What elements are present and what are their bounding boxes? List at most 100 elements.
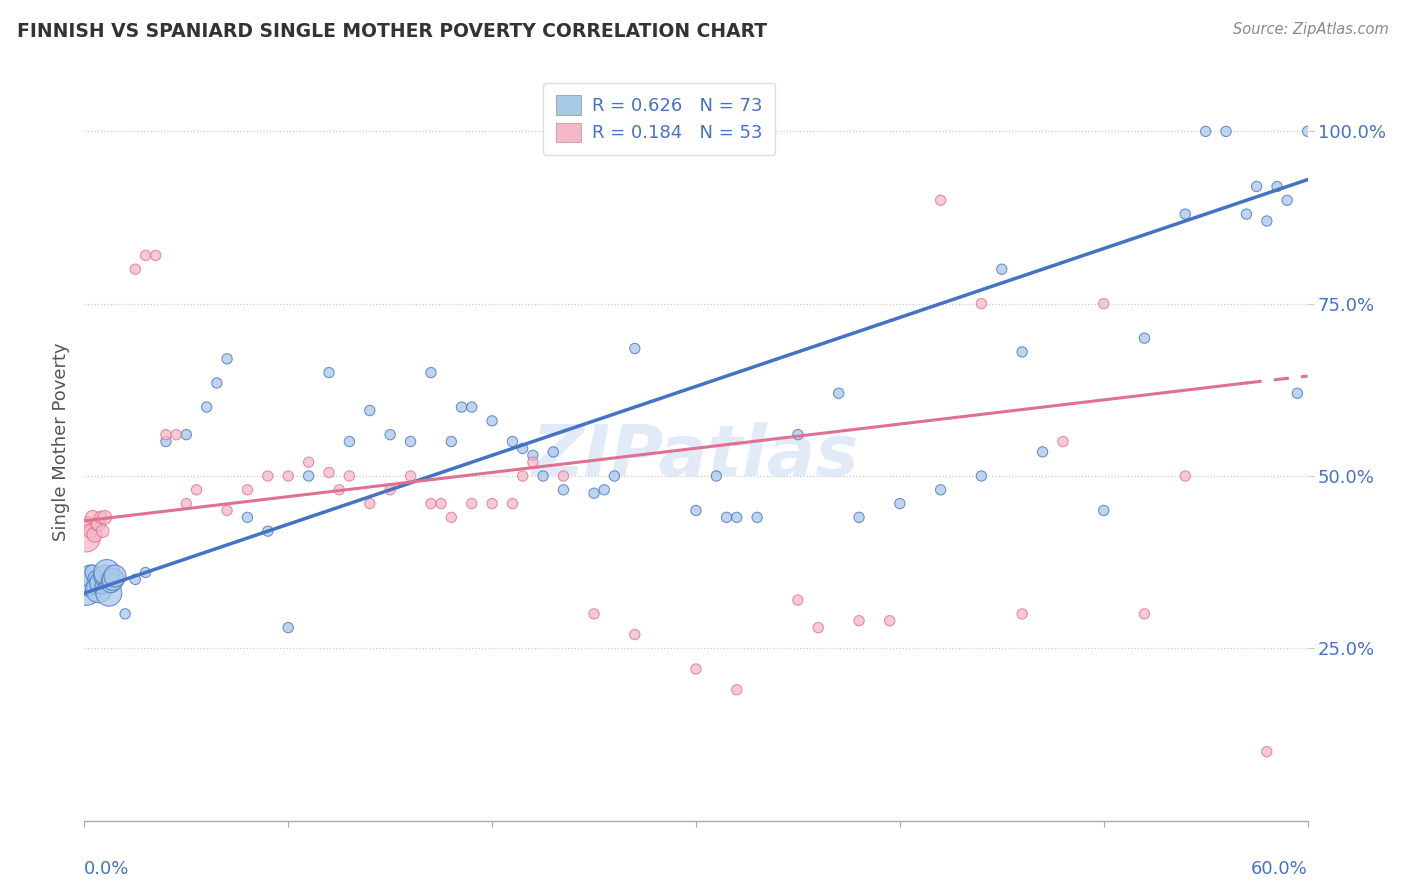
Point	[339, 469, 361, 483]
Point	[195, 400, 218, 414]
Point	[124, 573, 146, 587]
Legend: R = 0.626   N = 73, R = 0.184   N = 53: R = 0.626 N = 73, R = 0.184 N = 53	[543, 83, 775, 155]
Point	[502, 497, 524, 511]
Point	[380, 483, 402, 497]
Point	[1265, 179, 1288, 194]
Point	[257, 469, 280, 483]
Point	[1246, 179, 1268, 194]
Point	[359, 403, 381, 417]
Point	[83, 527, 105, 541]
Point	[104, 569, 127, 583]
Point	[440, 434, 463, 449]
Point	[1092, 503, 1115, 517]
Point	[236, 510, 259, 524]
Point	[93, 569, 115, 583]
Point	[86, 517, 108, 532]
Point	[79, 569, 101, 583]
Point	[725, 682, 748, 697]
Text: 0.0%: 0.0%	[84, 860, 129, 878]
Point	[1174, 469, 1197, 483]
Point	[706, 469, 728, 483]
Point	[82, 510, 104, 524]
Point	[685, 503, 707, 517]
Point	[461, 497, 484, 511]
Point	[624, 627, 647, 641]
Point	[970, 296, 993, 310]
Point	[420, 497, 443, 511]
Point	[145, 248, 167, 262]
Point	[440, 510, 463, 524]
Point	[512, 442, 534, 456]
Point	[83, 579, 105, 593]
Point	[991, 262, 1014, 277]
Point	[512, 469, 534, 483]
Point	[522, 448, 544, 462]
Point	[929, 194, 952, 208]
Point	[93, 510, 115, 524]
Point	[1174, 207, 1197, 221]
Point	[1011, 607, 1033, 621]
Point	[1277, 194, 1299, 208]
Point	[481, 497, 503, 511]
Point	[1286, 386, 1309, 401]
Point	[430, 497, 453, 511]
Point	[135, 566, 157, 580]
Point	[174, 497, 197, 511]
Point	[77, 517, 100, 532]
Point	[236, 483, 259, 497]
Point	[87, 517, 110, 532]
Point	[807, 621, 830, 635]
Point	[828, 386, 851, 401]
Point	[848, 614, 870, 628]
Point	[277, 469, 299, 483]
Point	[155, 427, 177, 442]
Point	[91, 524, 114, 538]
Point	[75, 582, 97, 597]
Point	[543, 445, 565, 459]
Point	[420, 366, 443, 380]
Point	[583, 486, 606, 500]
Point	[114, 607, 136, 621]
Point	[502, 434, 524, 449]
Point	[879, 614, 901, 628]
Point	[91, 579, 114, 593]
Point	[318, 366, 340, 380]
Point	[848, 510, 870, 524]
Point	[1133, 607, 1156, 621]
Text: FINNISH VS SPANIARD SINGLE MOTHER POVERTY CORRELATION CHART: FINNISH VS SPANIARD SINGLE MOTHER POVERT…	[17, 22, 768, 41]
Point	[124, 262, 146, 277]
Point	[970, 469, 993, 483]
Point	[787, 593, 810, 607]
Point	[101, 573, 124, 587]
Point	[583, 607, 606, 621]
Point	[725, 510, 748, 524]
Point	[481, 414, 503, 428]
Point	[716, 510, 738, 524]
Text: 60.0%: 60.0%	[1251, 860, 1308, 878]
Point	[165, 427, 187, 442]
Point	[174, 427, 197, 442]
Point	[624, 342, 647, 356]
Point	[747, 510, 769, 524]
Point	[1256, 745, 1278, 759]
Point	[1052, 434, 1074, 449]
Point	[75, 531, 97, 545]
Point	[77, 575, 100, 590]
Point	[593, 483, 616, 497]
Point	[277, 621, 299, 635]
Point	[553, 483, 575, 497]
Point	[82, 566, 104, 580]
Point	[90, 575, 112, 590]
Point	[97, 586, 120, 600]
Point	[1256, 214, 1278, 228]
Point	[1032, 445, 1054, 459]
Point	[79, 524, 101, 538]
Y-axis label: Single Mother Poverty: Single Mother Poverty	[52, 343, 70, 541]
Point	[787, 427, 810, 442]
Text: ZIPatlas: ZIPatlas	[533, 422, 859, 491]
Point	[531, 469, 554, 483]
Point	[328, 483, 350, 497]
Point	[461, 400, 484, 414]
Point	[318, 466, 340, 480]
Point	[1236, 207, 1258, 221]
